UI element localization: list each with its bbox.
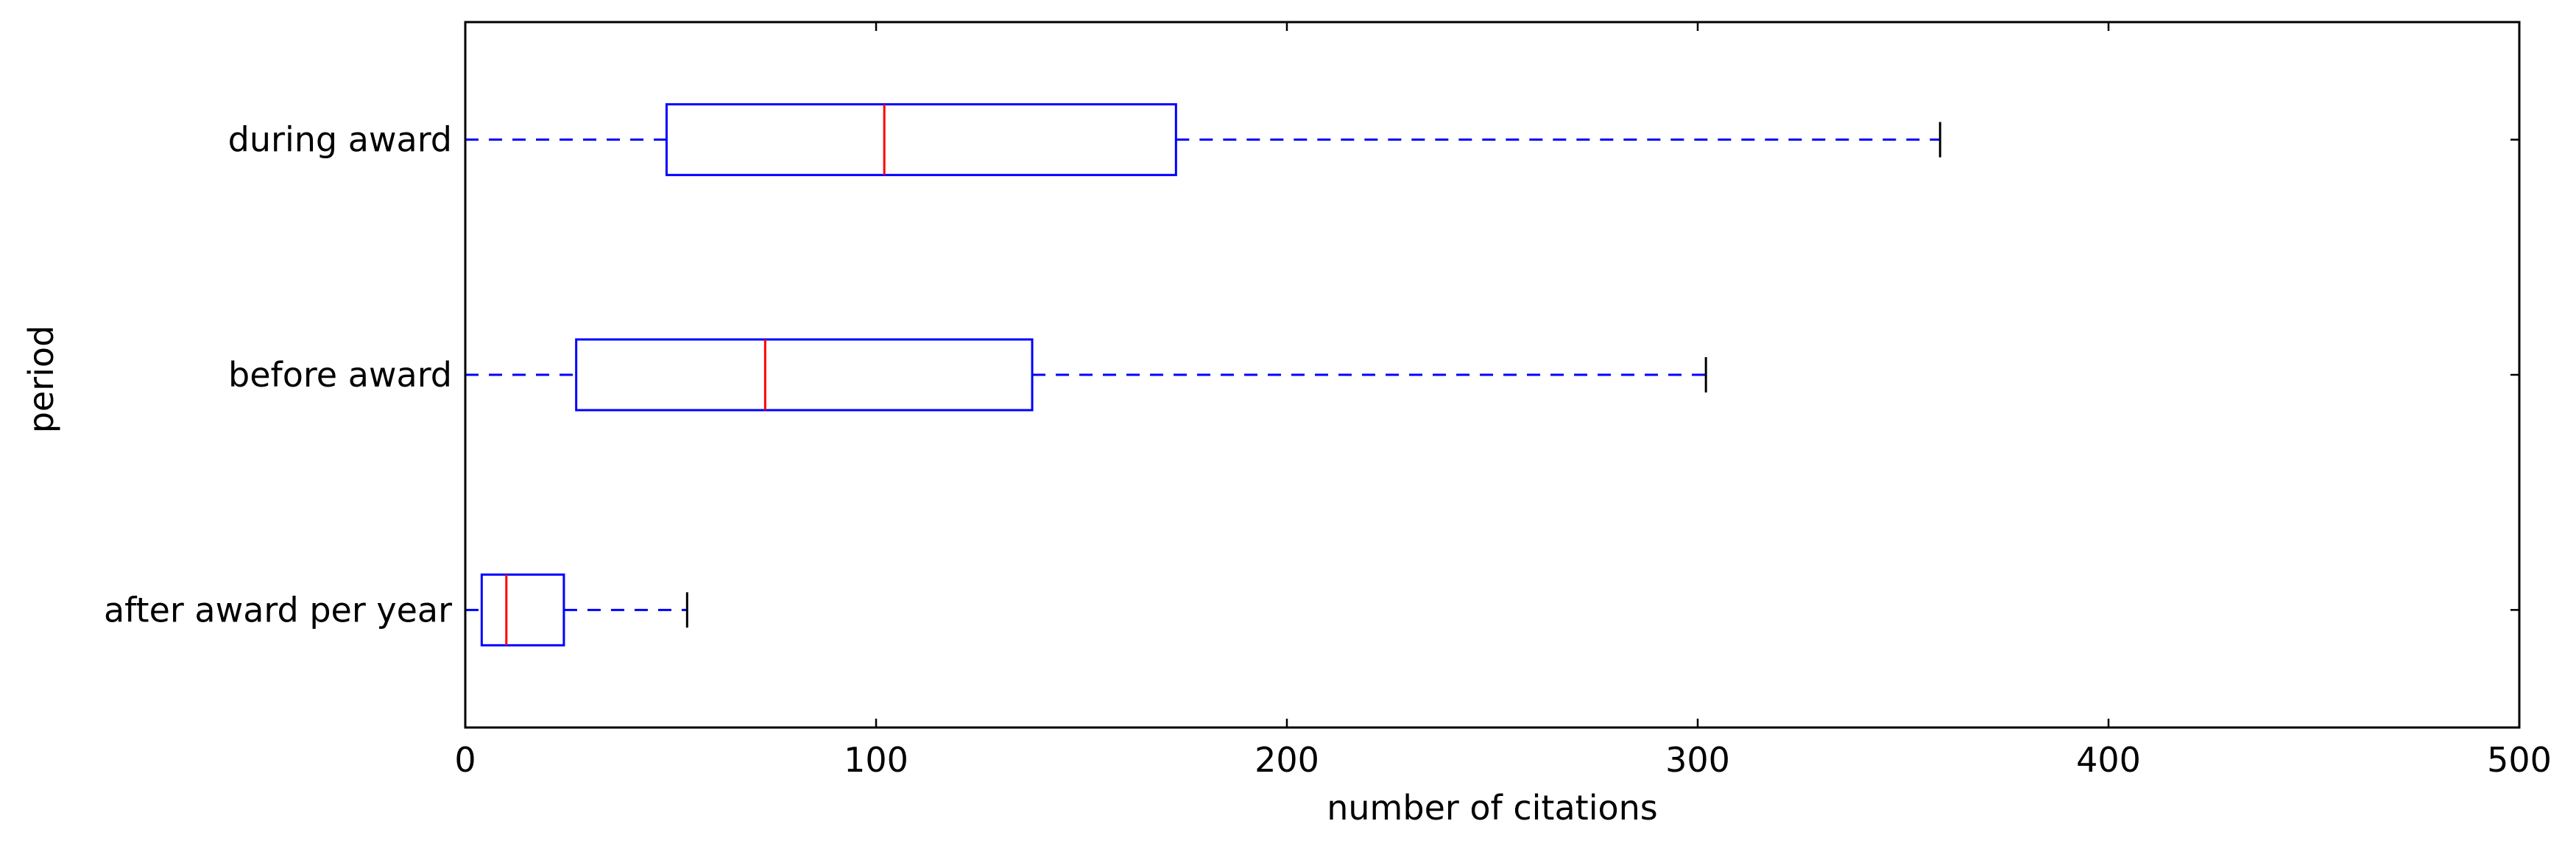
x-axis-label: number of citations bbox=[1327, 788, 1658, 828]
y-axis-label: period bbox=[21, 325, 61, 434]
y-tick-label: before award bbox=[228, 355, 452, 395]
x-tick-label: 200 bbox=[1255, 740, 1319, 780]
iqr-box bbox=[480, 573, 565, 647]
y-tick-label: during award bbox=[228, 120, 452, 160]
x-tick-label: 100 bbox=[844, 740, 908, 780]
plot-frame bbox=[464, 21, 2521, 729]
x-tick-label: 400 bbox=[2076, 740, 2141, 780]
labels-layer: 0 100 200 300 400 500 during award before award… bbox=[104, 120, 2552, 780]
x-tick-label: 500 bbox=[2487, 740, 2552, 780]
x-tick-label: 300 bbox=[1665, 740, 1730, 780]
y-tick-label: after award per year bbox=[104, 590, 452, 630]
iqr-box bbox=[665, 103, 1177, 177]
x-tick-label: 0 bbox=[454, 740, 476, 780]
iqr-box bbox=[575, 338, 1034, 412]
